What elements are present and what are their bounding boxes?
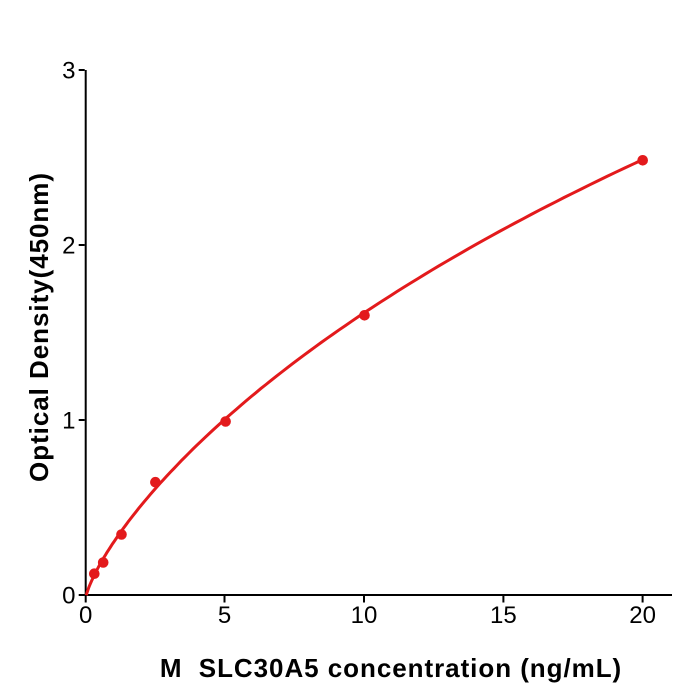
svg-text:0: 0	[62, 583, 75, 610]
svg-text:5: 5	[218, 602, 231, 629]
svg-text:15: 15	[490, 602, 517, 629]
svg-text:0: 0	[79, 602, 92, 629]
svg-text:1: 1	[62, 408, 75, 435]
svg-text:10: 10	[351, 602, 378, 629]
svg-text:3: 3	[62, 58, 75, 85]
svg-text:M SLC30A5 concentration (ng/m: M SLC30A5 concentration (ng/mL)	[160, 653, 622, 683]
svg-text:2: 2	[62, 233, 75, 260]
svg-text:20: 20	[629, 602, 656, 629]
svg-text:Optical Density(450nm): Optical Density(450nm)	[24, 172, 54, 482]
